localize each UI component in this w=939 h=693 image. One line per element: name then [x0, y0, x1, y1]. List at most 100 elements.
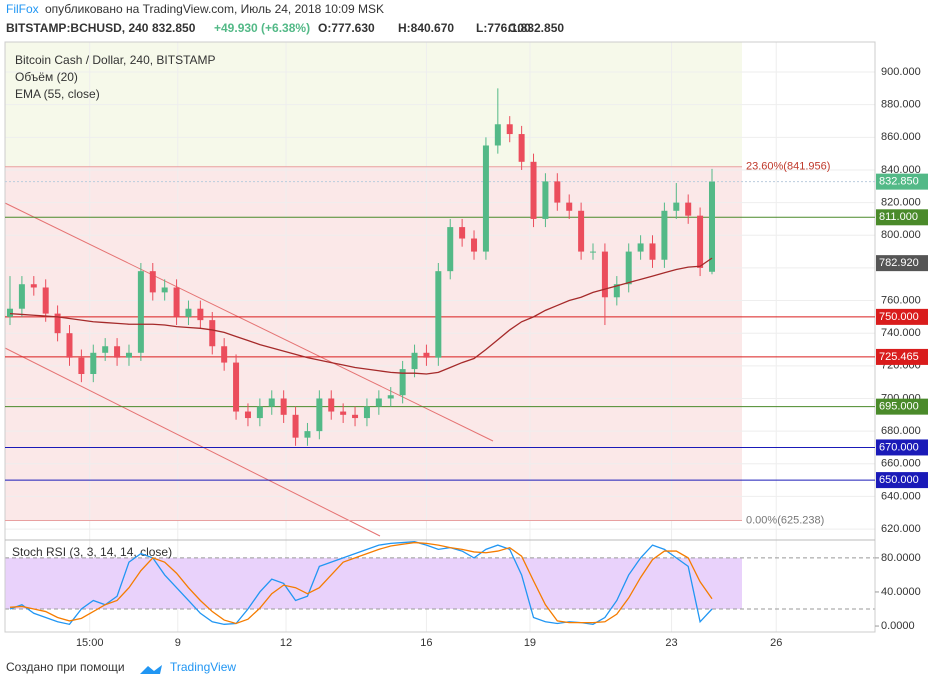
candle-body — [673, 202, 680, 211]
candle-body — [411, 352, 418, 370]
footer-text[interactable]: Создано при помощи — [6, 660, 125, 674]
candle-body — [387, 395, 394, 399]
candle-body — [554, 181, 561, 203]
candle-body — [399, 369, 406, 396]
y-tick-label: 820.000 — [881, 197, 921, 209]
stoch-k — [9, 541, 713, 626]
candle-body — [685, 202, 692, 216]
x-tick-label: 16 — [420, 637, 432, 649]
price-tag — [876, 209, 928, 226]
y-tick-label: 660.000 — [881, 458, 921, 470]
y-tick-label: 880.000 — [881, 99, 921, 111]
candle-body — [352, 414, 359, 419]
legend-ema: EMA (55, close) — [15, 87, 100, 101]
candle-body — [637, 243, 644, 252]
fib-label: 23.60%(841.956) — [746, 161, 830, 173]
candle-body — [256, 406, 263, 419]
candle-body — [613, 284, 620, 298]
x-tick-label: 26 — [770, 637, 782, 649]
candle-body — [292, 414, 299, 438]
y-tick-label: 800.000 — [881, 229, 921, 241]
candle-body — [280, 398, 287, 415]
candle-body — [304, 431, 311, 438]
published: опубликовано на TradingView.com, Июль 24… — [45, 2, 384, 16]
candle-body — [530, 161, 537, 219]
symbol: BITSTAMP:BCHUSD, 240 — [6, 21, 149, 35]
candle-body — [542, 181, 549, 219]
open: O:777.630 — [318, 21, 375, 35]
x-tick-label: 9 — [175, 637, 181, 649]
candle-body — [506, 124, 513, 135]
candle-body — [435, 271, 442, 358]
stoch-tick-label: 40.0000 — [881, 586, 921, 598]
change: +49.930 (+6.38%) — [214, 21, 310, 35]
candle-body — [137, 271, 144, 353]
price-tag — [876, 173, 928, 190]
stoch-tick-label: 0.0000 — [881, 620, 915, 632]
y-tick-label: 620.000 — [881, 523, 921, 535]
y-tick-label: 900.000 — [881, 66, 921, 78]
price-tag — [876, 255, 928, 272]
candle-body — [459, 227, 466, 239]
low: L:776.100 — [476, 21, 531, 35]
candle-body — [125, 352, 132, 358]
candle-body — [423, 352, 430, 358]
price-tag-label: 650.000 — [879, 474, 919, 486]
y-tick-label: 860.000 — [881, 131, 921, 143]
candle-body — [578, 210, 585, 252]
plot-frame — [4, 41, 876, 633]
price-tag — [876, 472, 928, 489]
candle-body — [601, 251, 608, 298]
x-tick-label: 23 — [665, 637, 677, 649]
candle-body — [42, 287, 49, 314]
y-tick-label: 680.000 — [881, 425, 921, 437]
publisher: FilFox — [6, 2, 39, 16]
price-tag-label: 670.000 — [879, 441, 919, 453]
candle-body — [233, 362, 240, 412]
price-tag-label: 811.000 — [879, 211, 918, 223]
candle-body — [649, 243, 656, 260]
candle-body — [18, 284, 25, 309]
close: C:832.850 — [508, 21, 564, 35]
y-tick-label: 640.000 — [881, 490, 921, 502]
candle-body — [6, 308, 13, 317]
stoch-tick-label: 80.0000 — [881, 552, 921, 564]
candle-body — [661, 210, 668, 260]
candle-body — [66, 333, 73, 358]
candle-body — [149, 271, 156, 293]
candle-body — [185, 308, 192, 317]
candle-body — [78, 357, 85, 374]
fib-label: 0.00%(625.238) — [746, 514, 824, 526]
channel-upper — [4, 202, 494, 442]
candle-body — [30, 284, 37, 288]
price-tag-label: 832.850 — [879, 176, 919, 188]
candle-body — [221, 346, 228, 363]
ema-line — [9, 257, 713, 375]
price-tag-label: 725.465 — [879, 351, 919, 363]
candle-body — [90, 352, 97, 374]
price-tag-label: 782.920 — [879, 257, 919, 269]
price-tag — [876, 439, 928, 456]
candle-body — [566, 202, 573, 211]
price-tag-label: 750.000 — [879, 311, 919, 323]
candle-body — [197, 308, 204, 321]
candle-body — [697, 215, 704, 268]
candle-body — [494, 124, 501, 146]
y-tick-label: 840.000 — [881, 164, 921, 176]
candle-body — [447, 227, 454, 272]
price-tag — [876, 348, 928, 365]
candle-body — [161, 287, 168, 293]
candle-body — [114, 346, 121, 358]
footer-brand[interactable]: TradingView — [170, 660, 236, 674]
legend-title: Bitcoin Cash / Dollar, 240, BITSTAMP — [15, 53, 216, 67]
candle-body — [268, 398, 275, 407]
candle-body — [316, 398, 323, 432]
y-tick-label: 760.000 — [881, 294, 921, 306]
legend-volume: Объём (20) — [15, 70, 78, 84]
stoch-d — [9, 541, 713, 625]
candle-body — [244, 411, 251, 419]
candle-body — [708, 181, 715, 272]
fib-zone — [5, 167, 742, 521]
y-tick-label: 740.000 — [881, 327, 921, 339]
